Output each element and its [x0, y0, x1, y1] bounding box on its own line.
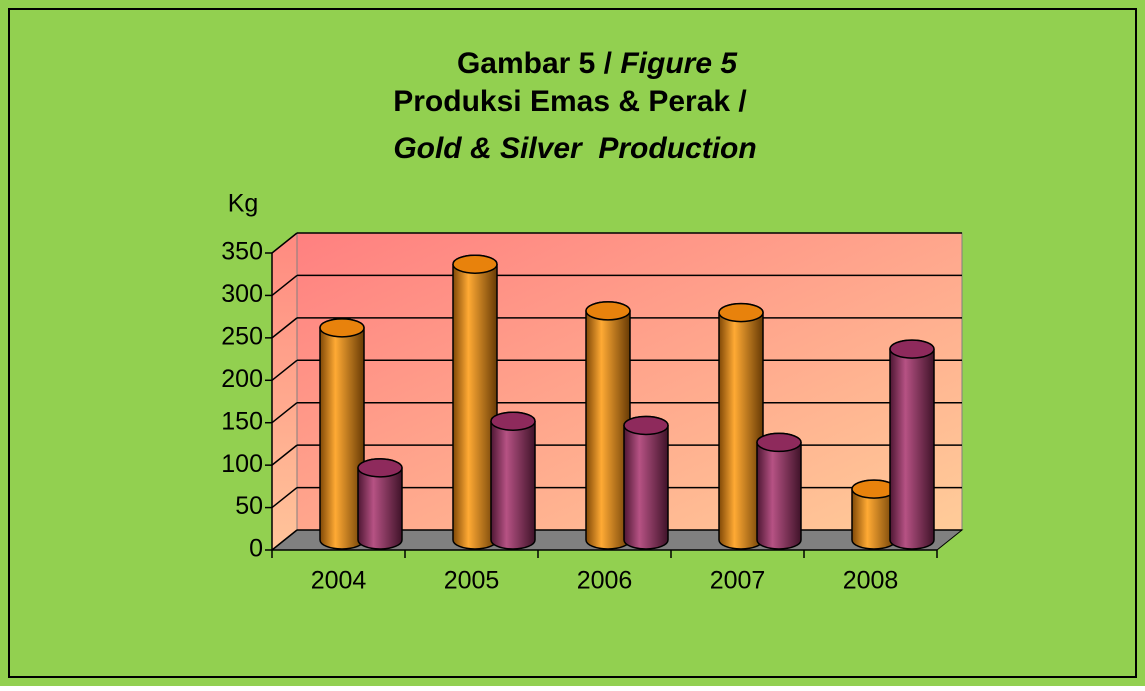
- cylinder: [490, 411, 536, 550]
- cylinder: [623, 415, 669, 550]
- cylinder-cap: [889, 339, 935, 359]
- y-tick-label: 50: [235, 492, 263, 520]
- grid-line: [271, 274, 298, 297]
- grid-line: [271, 444, 298, 466]
- y-tick-label: 0: [249, 535, 263, 563]
- grid-line: [271, 402, 298, 424]
- cylinder-cap: [718, 302, 764, 323]
- x-tick-label: 2008: [843, 567, 899, 595]
- x-tick-label: 2005: [444, 567, 500, 595]
- y-tick-label: 200: [221, 365, 263, 393]
- x-tick-label: 2007: [710, 567, 766, 595]
- y-tick-label: 350: [221, 238, 263, 266]
- cylinder-cap: [490, 411, 536, 431]
- grid-line: [271, 486, 298, 509]
- title-part: Figure 5: [620, 47, 738, 80]
- y-axis-label: Kg: [228, 190, 259, 218]
- cylinder-cap: [319, 318, 365, 338]
- y-tick-label: 150: [221, 407, 263, 435]
- title-part: Gambar 5 /: [457, 47, 613, 80]
- grid-line: [271, 317, 298, 339]
- x-tick-label: 2004: [311, 567, 367, 595]
- chart-title: Gold & Silver Production: [393, 132, 756, 165]
- cylinder-cap: [357, 458, 403, 478]
- cylinder: [889, 339, 935, 550]
- chart-title: Produksi Emas & Perak /: [393, 85, 747, 118]
- cylinder-cap: [623, 415, 669, 436]
- x-tick-label: 2006: [577, 567, 633, 595]
- frame: [8, 8, 1137, 678]
- y-tick-label: 100: [221, 450, 263, 478]
- cylinder-cap: [756, 432, 802, 453]
- grid-line: [271, 529, 298, 551]
- cylinder-cap: [585, 301, 631, 321]
- y-tick-label: 300: [221, 280, 263, 308]
- grid-line: [271, 359, 298, 381]
- y-tick-label: 250: [221, 322, 263, 350]
- side-wall: [271, 231, 298, 552]
- grid-line: [271, 232, 298, 254]
- cylinder-cap: [452, 254, 498, 274]
- chart-title: Gambar 5 / Figure 5: [457, 47, 738, 80]
